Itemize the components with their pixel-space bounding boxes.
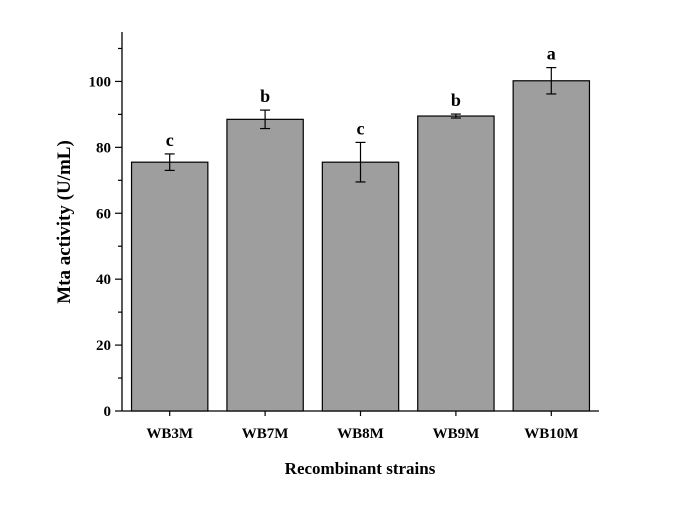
significance-label: b	[260, 86, 270, 106]
bar-wb7m	[226, 118, 304, 412]
y-tick-label: 0	[104, 404, 112, 420]
significance-label: a	[547, 44, 556, 64]
x-tick-label: WB10M	[524, 426, 578, 442]
bar-wb9m	[417, 115, 495, 412]
bar-wb10m	[512, 80, 591, 412]
significance-label: c	[166, 130, 174, 150]
y-tick-label: 20	[96, 338, 111, 354]
y-tick-label: 60	[96, 206, 111, 222]
x-tick-label: WB3M	[146, 426, 193, 442]
significance-label: b	[451, 90, 461, 110]
bar-wb8m	[321, 161, 400, 412]
x-axis-title: Recombinant strains	[285, 459, 436, 478]
x-tick-label: WB9M	[433, 426, 480, 442]
significance-label: c	[357, 118, 365, 138]
y-axis-title: Mta activity (U/mL)	[54, 140, 75, 304]
bars: c b c b a	[130, 44, 591, 412]
x-tick-label: WB8M	[337, 426, 384, 442]
x-tick-label: WB7M	[242, 426, 289, 442]
y-axis: 0 20 40 60 80 100	[89, 32, 123, 420]
x-axis: WB3M WB7M WB8M WB9M WB10M	[122, 410, 599, 442]
y-tick-label: 80	[96, 140, 111, 156]
y-tick-label: 40	[96, 272, 111, 288]
y-tick-label: 100	[89, 74, 112, 90]
bar-wb3m	[130, 161, 209, 412]
